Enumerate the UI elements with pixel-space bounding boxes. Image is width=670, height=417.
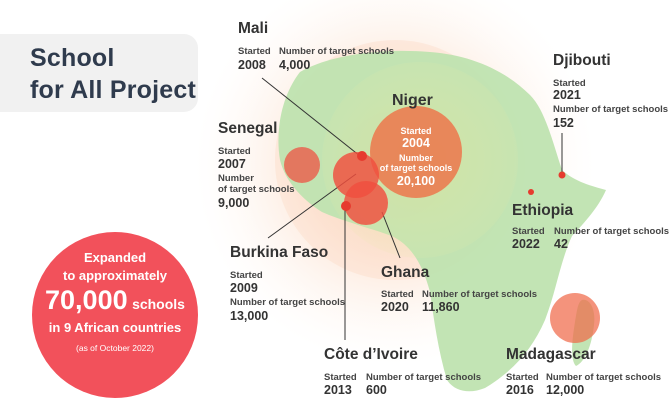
mali-name: Mali <box>238 20 269 37</box>
ghana-started-label: Started <box>381 289 414 300</box>
cote-started-value: 2013 <box>324 383 352 397</box>
burkina-started-label: Started <box>230 270 263 281</box>
mali-targets-label: Number of target schools <box>279 46 395 57</box>
djibouti-started-label: Started <box>553 78 586 89</box>
title-line-1: School <box>30 44 115 72</box>
summary-line-1: Expanded <box>83 250 147 265</box>
title-panel <box>0 34 198 112</box>
ethiopia-name: Ethiopia <box>512 202 574 219</box>
ethiopia-targets-label: Number of target schools <box>554 226 670 237</box>
mali-leader <box>261 77 361 157</box>
cote-schools-value: 600 <box>366 383 387 397</box>
ghana-leader <box>381 211 401 259</box>
djibouti-started-value: 2021 <box>553 88 581 102</box>
cote-name: Côte d’Ivoire <box>324 346 418 363</box>
ghana-targets-label: Number of target schools <box>422 289 538 300</box>
madagascar-bubble <box>550 293 600 343</box>
senegal-schools-value: 9,000 <box>218 196 250 210</box>
ghana-name: Ghana <box>381 264 430 281</box>
niger-started-label: Started <box>400 126 432 136</box>
djibouti-targets-label: Number of target schools <box>553 104 669 115</box>
summary-badge <box>32 232 198 398</box>
niger-targets-label: of target schools <box>379 163 453 173</box>
ghana-started-value: 2020 <box>381 300 409 314</box>
djibouti-name: Djibouti <box>553 52 611 69</box>
djibouti-bubble <box>558 171 566 179</box>
madagascar-targets-label: Number of target schools <box>546 372 662 383</box>
title-line-2: for All Project <box>30 76 196 104</box>
niger-name: Niger <box>392 92 433 109</box>
summary-line-4: in 9 African countries <box>48 320 182 335</box>
senegal-number-label: Number <box>218 173 254 184</box>
cote-started-label: Started <box>324 372 357 383</box>
burkina-started-value: 2009 <box>230 281 258 295</box>
niger-number-label: Number <box>398 153 433 163</box>
ethiopia-started-label: Started <box>512 226 545 237</box>
cote-bubble <box>341 201 351 211</box>
niger-started-value: 2004 <box>402 136 430 150</box>
ghana-bubble <box>344 181 388 225</box>
mali-bubble <box>357 151 367 161</box>
madagascar-name: Madagascar <box>506 346 596 363</box>
summary-count-line: 70,000 schools <box>32 285 198 316</box>
senegal-name: Senegal <box>218 120 278 137</box>
summary-note: (as of October 2022) <box>76 343 154 353</box>
burkina-targets-label: Number of target schools <box>230 297 346 308</box>
summary-count-unit: schools <box>132 296 185 312</box>
mali-schools-value: 4,000 <box>279 58 311 72</box>
madagascar-started-value: 2016 <box>506 383 534 397</box>
summary-line-2: to approximately <box>62 268 168 283</box>
mali-started-label: Started <box>238 46 271 57</box>
senegal-started-label: Started <box>218 146 251 157</box>
niger-schools-value: 20,100 <box>396 174 436 188</box>
cote-targets-label: Number of target schools <box>366 372 482 383</box>
senegal-targets-label: of target schools <box>218 184 295 195</box>
senegal-bubble <box>284 147 320 183</box>
ethiopia-schools-value: 42 <box>554 237 568 251</box>
summary-count: 70,000 <box>45 285 128 315</box>
burkina-schools-value: 13,000 <box>230 309 269 323</box>
djibouti-schools-value: 152 <box>553 116 574 130</box>
senegal-started-value: 2007 <box>218 157 246 171</box>
madagascar-started-label: Started <box>506 372 539 383</box>
madagascar-schools-value: 12,000 <box>546 383 585 397</box>
niger-bubble <box>370 106 462 198</box>
burkina-name: Burkina Faso <box>230 244 329 261</box>
ethiopia-bubble <box>528 189 534 195</box>
ghana-schools-value: 11,860 <box>422 300 460 314</box>
mali-started-value: 2008 <box>238 58 266 72</box>
ethiopia-started-value: 2022 <box>512 237 540 251</box>
